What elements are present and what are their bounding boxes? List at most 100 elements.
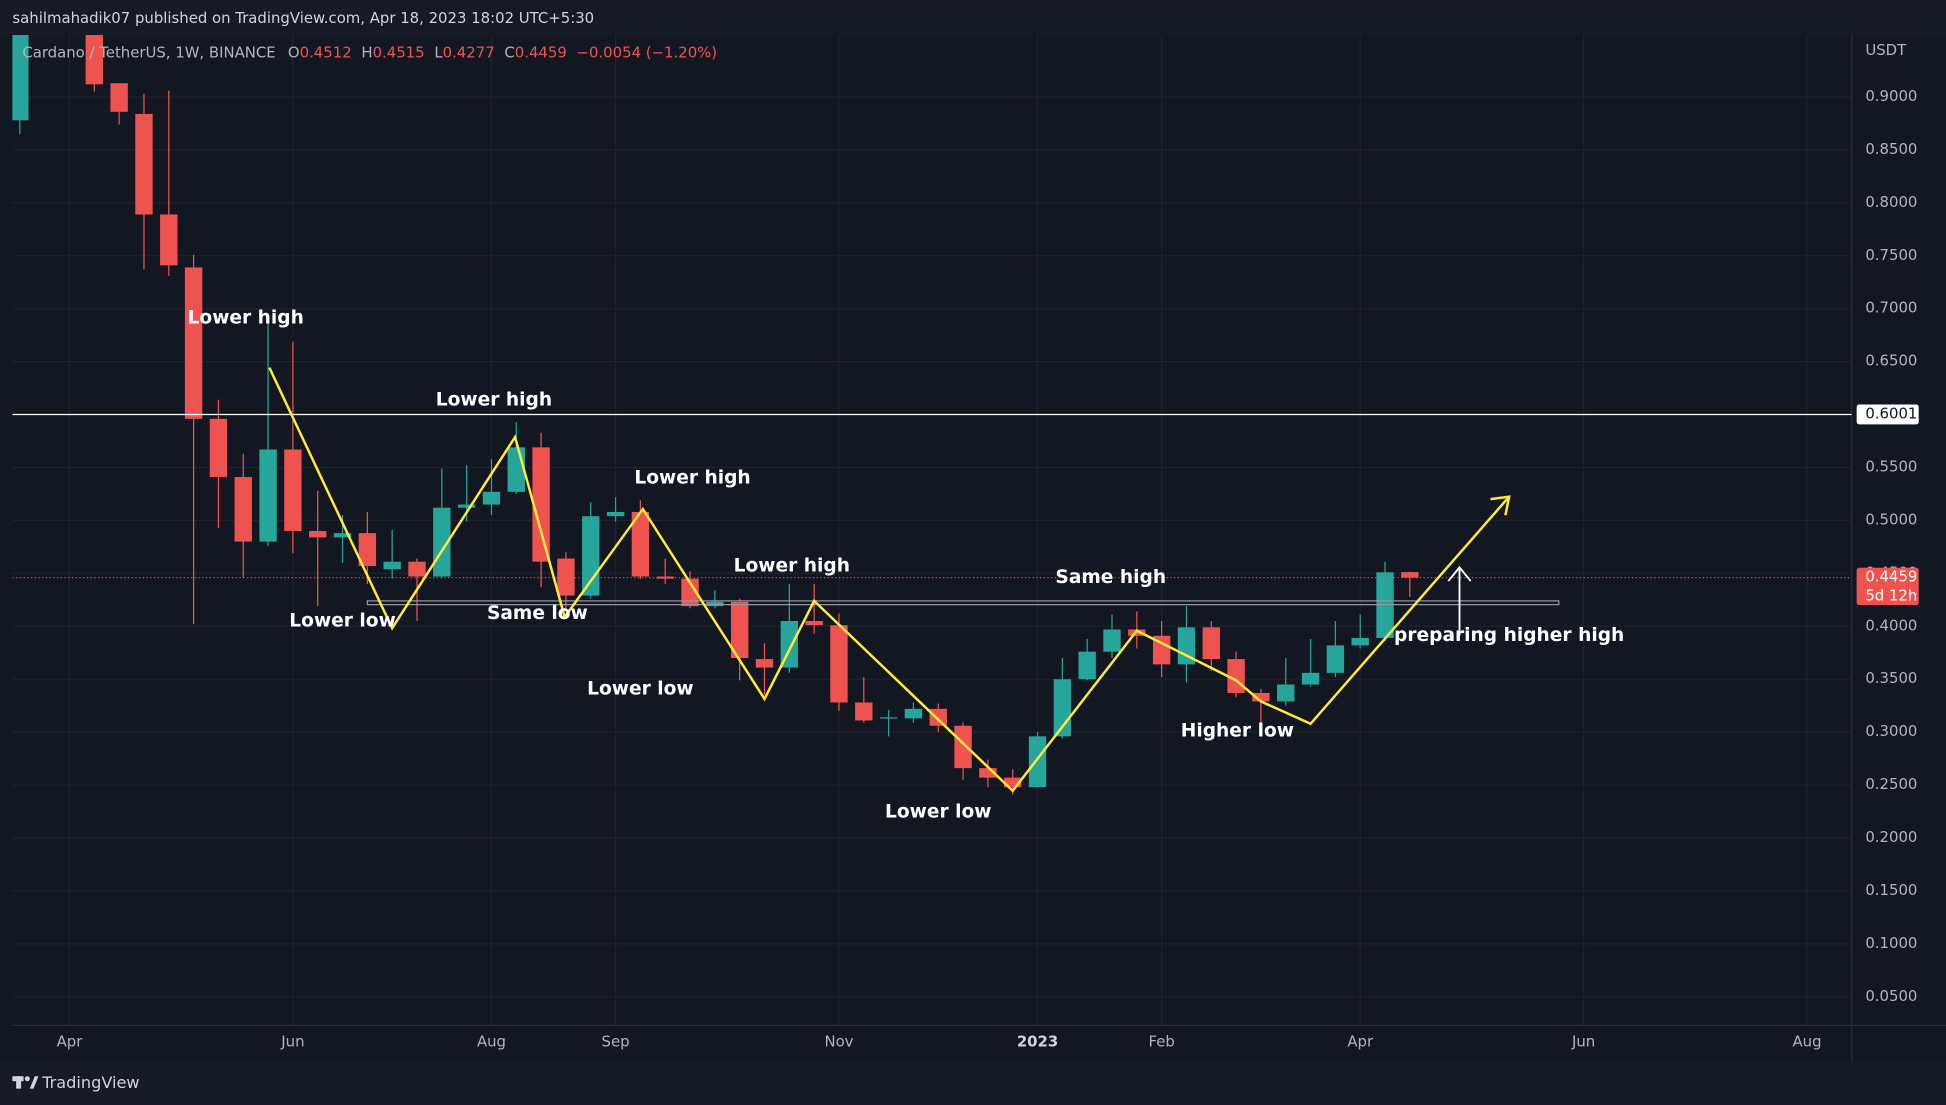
candle-body bbox=[1252, 692, 1270, 702]
key: O bbox=[288, 44, 300, 62]
candle-body bbox=[457, 504, 476, 508]
candle-body bbox=[383, 561, 401, 570]
candle-body bbox=[1152, 635, 1171, 665]
candle-body bbox=[1202, 627, 1220, 660]
level-label-bg bbox=[1856, 404, 1919, 425]
candle-body bbox=[12, 34, 29, 121]
brand: TradingView bbox=[41, 1073, 139, 1092]
candle-body bbox=[482, 491, 501, 505]
candle-body bbox=[830, 625, 848, 703]
candle-body bbox=[1177, 627, 1196, 665]
y-tick-label: 0.8500 bbox=[1865, 140, 1917, 158]
annotation: Lower high bbox=[734, 556, 850, 577]
y-tick-label: 0.3000 bbox=[1865, 722, 1917, 740]
candle-body bbox=[209, 418, 228, 478]
x-tick-label: Apr bbox=[57, 1033, 84, 1051]
candle-body bbox=[110, 83, 128, 112]
candle-body bbox=[1301, 672, 1320, 685]
candle-body bbox=[681, 578, 699, 607]
annotation: Higher low bbox=[1181, 721, 1294, 742]
candle-body bbox=[333, 533, 352, 538]
candle-body bbox=[631, 511, 650, 577]
level-label: 0.6001 bbox=[1865, 404, 1917, 422]
annotation: Same high bbox=[1055, 567, 1166, 588]
annotation: preparing higher high bbox=[1394, 625, 1624, 646]
candle-body bbox=[755, 659, 774, 668]
y-tick-label: 0.7000 bbox=[1865, 299, 1917, 317]
y-tick-label: 0.3500 bbox=[1865, 669, 1917, 687]
x-tick-label: Jun bbox=[280, 1033, 304, 1051]
candle-body bbox=[805, 620, 823, 626]
y-tick-label: 0.8000 bbox=[1865, 193, 1917, 211]
annotation: Lower high bbox=[188, 307, 304, 328]
x-tick-label: Feb bbox=[1148, 1033, 1174, 1051]
arrow-head bbox=[1490, 495, 1511, 516]
candle-body bbox=[1103, 629, 1121, 652]
zigzag bbox=[268, 367, 1511, 793]
candle-body bbox=[1326, 645, 1345, 673]
y-tick-label: 0.2000 bbox=[1865, 828, 1917, 846]
candle-body bbox=[904, 708, 923, 719]
key: C bbox=[504, 44, 514, 62]
candle-body bbox=[1401, 572, 1419, 578]
candle-body bbox=[954, 725, 972, 769]
brand-logo bbox=[12, 1076, 39, 1089]
legend: Cardano / TetherUS, 1W, BINANCE O0.4512 … bbox=[22, 44, 717, 62]
x-tick-label: Aug bbox=[477, 1033, 506, 1051]
candle-body bbox=[855, 702, 873, 721]
candle-body bbox=[929, 708, 947, 726]
low: 0.4277 bbox=[443, 44, 495, 62]
y-tick-label: 0.6500 bbox=[1865, 352, 1917, 370]
last-price-bg bbox=[1856, 567, 1919, 605]
candle-body bbox=[135, 113, 153, 215]
y-tick-label: 0.9000 bbox=[1865, 87, 1917, 105]
top-bar bbox=[0, 0, 1946, 35]
y-tick-label: 0.5500 bbox=[1865, 457, 1917, 475]
key: H bbox=[361, 44, 372, 62]
symbol: Cardano / TetherUS, 1W, BINANCE bbox=[22, 44, 275, 62]
x-tick-label: Sep bbox=[602, 1033, 630, 1051]
y-tick-label: 0.2500 bbox=[1865, 775, 1917, 793]
candle-body bbox=[309, 531, 327, 538]
y-tick-label: 0.4000 bbox=[1865, 616, 1917, 634]
annotation: Same low bbox=[487, 603, 588, 624]
bottom-bar bbox=[0, 1061, 1946, 1105]
drawings bbox=[268, 367, 1560, 793]
unit: USDT bbox=[1865, 41, 1907, 59]
candle-body bbox=[557, 558, 575, 596]
candle-body bbox=[532, 447, 550, 562]
candle-body bbox=[184, 267, 203, 419]
x-tick-label: Aug bbox=[1792, 1033, 1821, 1051]
change: −0.0054 (−1.20%) bbox=[577, 44, 718, 62]
y-tick-label: 0.1000 bbox=[1865, 934, 1917, 952]
candle-body bbox=[979, 768, 997, 778]
high: 0.4515 bbox=[373, 44, 425, 62]
candle-body bbox=[582, 516, 600, 596]
candle-body bbox=[656, 576, 674, 579]
y-tick-label: 0.0500 bbox=[1865, 987, 1917, 1005]
range-box bbox=[366, 600, 1560, 606]
candle-body bbox=[284, 449, 302, 532]
x-tick-label: Nov bbox=[824, 1033, 853, 1051]
y-tick-label: 0.5000 bbox=[1865, 510, 1917, 528]
annotation: Lower low bbox=[587, 679, 693, 700]
candle-body bbox=[1351, 637, 1369, 646]
candle-body bbox=[730, 601, 749, 659]
annotation: Lower low bbox=[885, 801, 991, 822]
publisher: sahilmahadik07 published on TradingView.… bbox=[12, 9, 594, 27]
candle-body bbox=[606, 511, 625, 517]
candle-body bbox=[1078, 651, 1096, 680]
candle-body bbox=[408, 561, 426, 577]
y-tick-label: 0.7500 bbox=[1865, 246, 1917, 264]
candle-body bbox=[85, 34, 104, 85]
candle-body bbox=[879, 717, 898, 719]
candle-body bbox=[358, 533, 377, 566]
candle-body bbox=[1028, 736, 1047, 788]
arrow-head bbox=[1447, 565, 1472, 582]
candle-body bbox=[259, 449, 277, 542]
candle-body bbox=[507, 447, 525, 492]
annotation: Lower high bbox=[634, 468, 750, 489]
candles bbox=[12, 34, 1852, 795]
